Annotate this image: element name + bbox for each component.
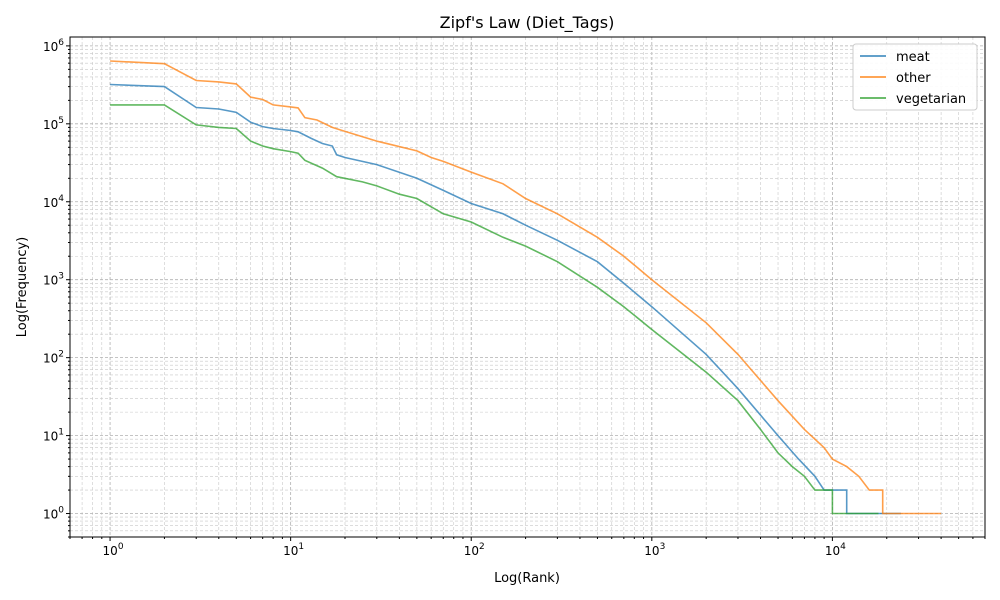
series-line-vegetarian bbox=[110, 104, 879, 515]
y-tick-label: 103 bbox=[43, 272, 64, 288]
y-tick-label: 105 bbox=[43, 116, 64, 132]
y-tick-label: 106 bbox=[43, 38, 64, 54]
x-tick-label: 104 bbox=[825, 542, 846, 558]
x-tick-label: 103 bbox=[644, 542, 665, 558]
x-tick-label: 101 bbox=[283, 542, 304, 558]
series-line-meat bbox=[110, 83, 901, 515]
legend-label-vegetarian: vegetarian bbox=[896, 92, 966, 107]
series-line-other bbox=[110, 60, 942, 515]
chart-title: Zipf's Law (Diet_Tags) bbox=[440, 13, 615, 33]
x-axis-label: Log(Rank) bbox=[494, 571, 560, 586]
y-axis-label: Log(Frequency) bbox=[15, 237, 30, 338]
legend-label-meat: meat bbox=[896, 50, 930, 65]
y-tick-label: 104 bbox=[43, 194, 64, 210]
legend-label-other: other bbox=[896, 71, 931, 86]
ticks: 100 101 102 103 104 100 101 102 103 104 105 106 bbox=[43, 38, 986, 558]
grid bbox=[69, 37, 986, 538]
y-tick-label: 101 bbox=[43, 428, 64, 444]
legend: meat other vegetarian bbox=[852, 43, 978, 111]
y-tick-label: 102 bbox=[43, 350, 64, 366]
series-lines bbox=[110, 60, 942, 515]
x-tick-label: 102 bbox=[464, 542, 485, 558]
x-tick-label: 100 bbox=[103, 542, 124, 558]
y-tick-label: 100 bbox=[43, 506, 64, 522]
legend-box bbox=[852, 43, 978, 111]
